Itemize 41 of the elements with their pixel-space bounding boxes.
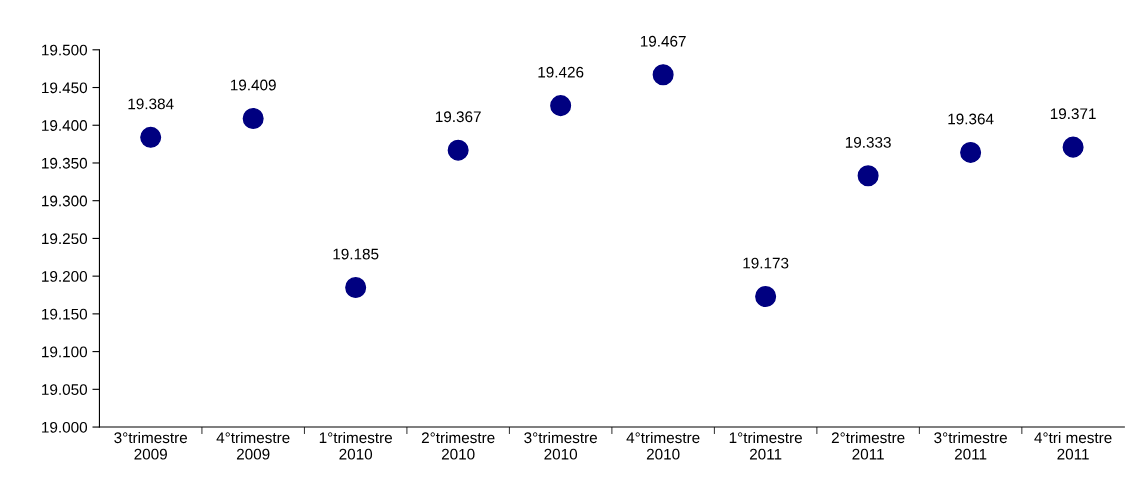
x-tick-label: 1°trimestre 2011 bbox=[729, 431, 802, 460]
point bbox=[1062, 136, 1084, 158]
y-tick-label: 19.250 bbox=[42, 233, 88, 245]
x-tick-label: 1°trimestre 2010 bbox=[319, 431, 392, 460]
y-tick-label: 19.400 bbox=[42, 120, 88, 131]
x-tick-label: 4°tri mestre 2011 bbox=[1034, 431, 1112, 460]
x-tick-label: 3°trimestre 2010 bbox=[524, 431, 597, 460]
x-tick-label: 3°trimestre 2009 bbox=[114, 431, 188, 460]
x-tick-label: 2°trimestre 2010 bbox=[421, 431, 495, 460]
y-tick-label: 19.100 bbox=[42, 346, 88, 358]
x-tick-label: 3°trimestre 2011 bbox=[934, 431, 1007, 460]
data-label: 19.426 bbox=[538, 66, 584, 78]
point bbox=[857, 165, 879, 187]
data-label: 19.364 bbox=[948, 113, 994, 125]
point bbox=[140, 126, 162, 148]
data-label: 19.409 bbox=[230, 79, 276, 91]
data-label: 19.173 bbox=[743, 257, 789, 269]
point bbox=[242, 107, 264, 129]
data-label: 19.384 bbox=[128, 98, 174, 110]
y-tick-label: 19.450 bbox=[42, 82, 88, 94]
data-label: 19.371 bbox=[1050, 108, 1096, 120]
x-tick-label: 2°trimestre 2011 bbox=[831, 431, 905, 460]
y-tick-label: 19.500 bbox=[42, 44, 88, 56]
x-tick-label: 4°trimestre 2010 bbox=[626, 431, 700, 460]
y-tick-label: 19.350 bbox=[42, 157, 88, 169]
point bbox=[447, 139, 469, 161]
y-tick-label: 19.150 bbox=[42, 308, 88, 320]
point bbox=[755, 286, 777, 308]
point bbox=[652, 64, 674, 86]
point bbox=[960, 141, 982, 163]
data-label: 19.367 bbox=[435, 111, 481, 123]
y-tick-label: 19.200 bbox=[42, 271, 88, 282]
point bbox=[550, 95, 572, 117]
data-label: 19.333 bbox=[845, 136, 891, 148]
x-tick-label: 4°trimestre 2009 bbox=[216, 431, 290, 460]
data-label: 19.467 bbox=[640, 35, 686, 47]
point bbox=[345, 276, 367, 298]
y-tick-label: 19.300 bbox=[42, 195, 88, 207]
y-tick-label: 19.050 bbox=[42, 384, 88, 396]
y-tick-label: 19.000 bbox=[42, 421, 88, 433]
data-label: 19.185 bbox=[333, 248, 379, 260]
